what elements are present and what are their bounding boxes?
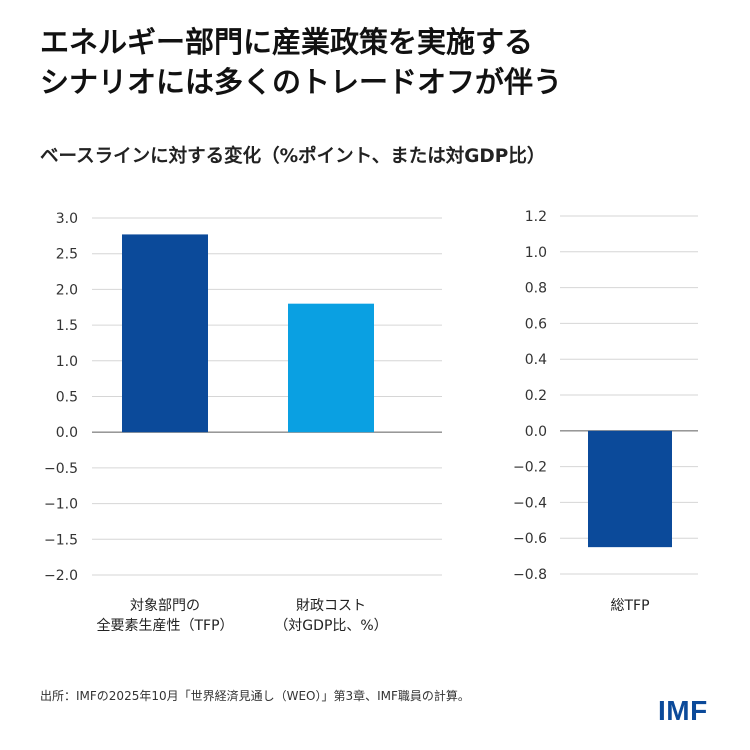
chart-title-line-2: シナリオには多くのトレードオフが伴う: [40, 65, 563, 99]
y-tick-label: 0.4: [525, 352, 547, 368]
y-tick-label: 3.0: [56, 211, 78, 227]
source-note: 出所：IMFの2025年10月「世界経済見通し（WEO）」第3章、IMF職員の計…: [40, 689, 470, 703]
chart-title-line-1: エネルギー部門に産業政策を実施する: [40, 25, 534, 59]
y-tick-label: 1.0: [56, 354, 78, 370]
chart-subtitle: ベースラインに対する変化（%ポイント、または対GDP比）: [40, 146, 546, 167]
y-tick-label: 0.8: [525, 281, 547, 297]
imf-logo: IMF: [658, 695, 708, 726]
bar: [122, 234, 208, 433]
y-tick-label: −1.0: [44, 497, 78, 513]
chart-area: 3.0 2.5 2.0 1.5 1.0 0.5 0.0 −0.5 −1.0 −1.5 −2.0 対象部…: [44, 209, 698, 634]
y-tick-label: −0.8: [513, 567, 547, 583]
chart-title: エネルギー部門に産業政策を実施する シナリオには多くのトレードオフが伴う: [40, 22, 720, 102]
y-tick-label: −0.2: [513, 460, 547, 476]
y-tick-label: 2.0: [56, 282, 78, 298]
y-tick-label: −1.5: [44, 532, 78, 548]
y-tick-label: −0.6: [513, 531, 547, 547]
y-tick-label: 0.5: [56, 390, 78, 406]
y-tick-label: −0.5: [44, 461, 78, 477]
x-category-label: 対象部門の: [130, 598, 200, 614]
y-tick-label: 2.5: [56, 247, 78, 263]
y-tick-label: 0.6: [525, 316, 547, 332]
y-tick-label: 1.0: [525, 245, 547, 261]
y-tick-label: 0.0: [56, 425, 78, 441]
bar: [288, 303, 374, 433]
bar: [588, 430, 672, 548]
y-tick-label: 1.2: [525, 209, 547, 225]
x-category-label: （対GDP比、%）: [274, 618, 387, 634]
x-category-label: 財政コスト: [296, 598, 366, 614]
y-tick-label: 0.2: [525, 388, 547, 404]
x-category-label: 全要素生産性（TFP）: [96, 617, 233, 634]
y-tick-label: 0.0: [525, 424, 547, 440]
y-tick-label: −0.4: [513, 495, 547, 511]
x-category-label: 総TFP: [610, 598, 649, 614]
y-tick-label: 1.5: [56, 318, 78, 334]
y-tick-label: −2.0: [44, 568, 78, 584]
